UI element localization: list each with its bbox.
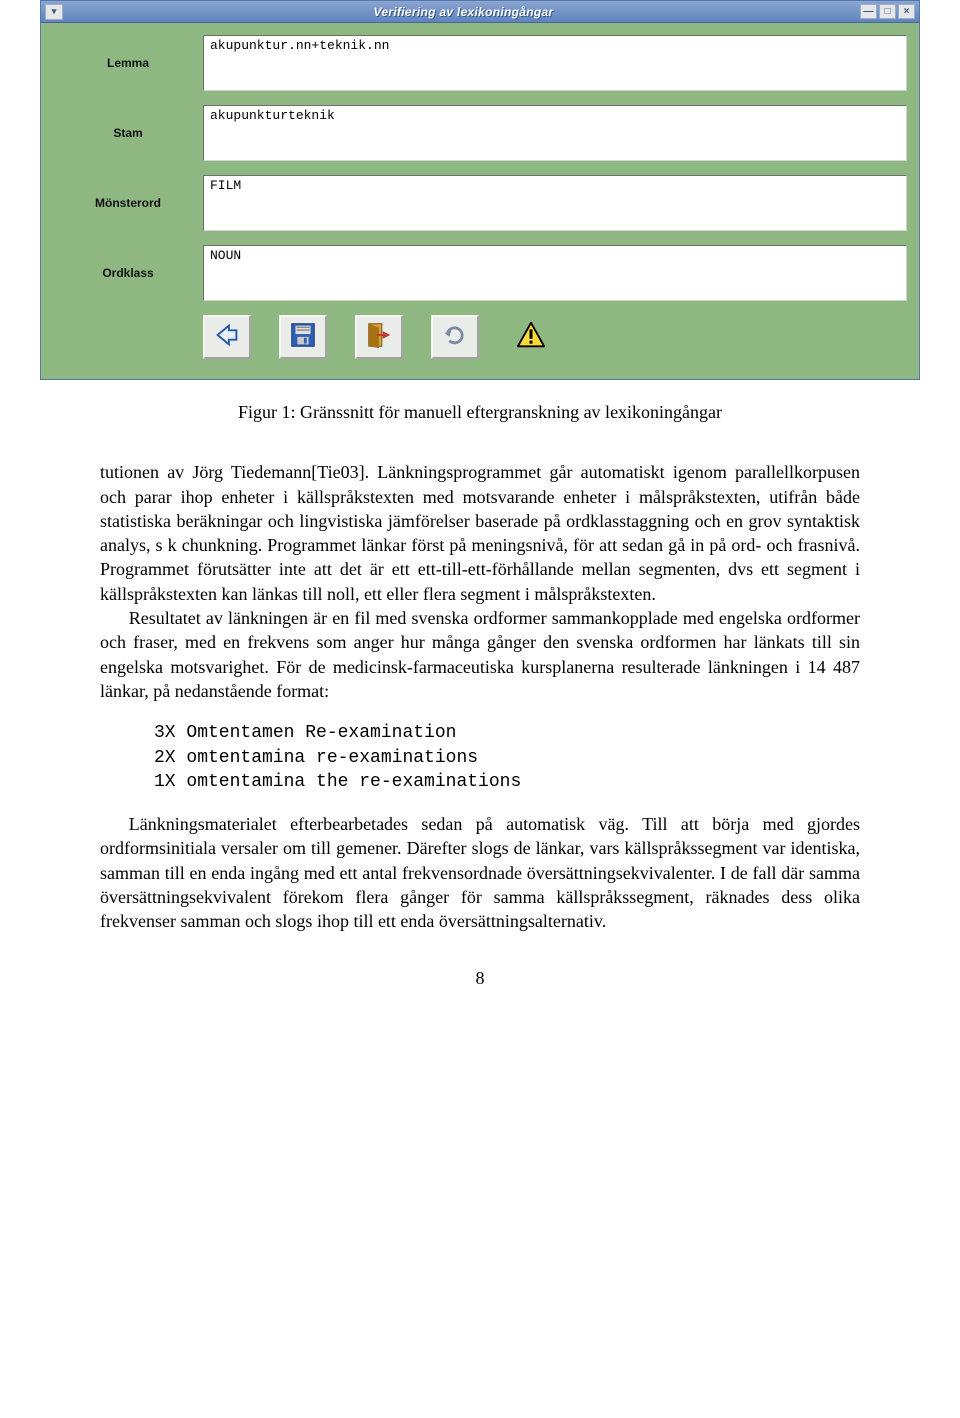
field-label: Mönsterord — [53, 196, 203, 210]
toolbar — [203, 315, 907, 359]
page-number: 8 — [100, 966, 860, 990]
warning-button[interactable] — [507, 315, 555, 359]
field-row-ordklass: Ordklass NOUN — [53, 245, 907, 301]
field-label: Lemma — [53, 56, 203, 70]
exit-button[interactable] — [355, 315, 403, 359]
field-label: Stam — [53, 126, 203, 140]
system-menu-button[interactable]: ▾ — [45, 4, 63, 20]
code-block: 3X Omtentamen Re-examination 2X omtentam… — [154, 721, 860, 794]
paragraph: Resultatet av länkningen är en fil med s… — [100, 606, 860, 703]
back-icon — [212, 320, 242, 355]
ordklass-input[interactable]: NOUN — [203, 245, 907, 301]
field-row-stam: Stam akupunkturteknik — [53, 105, 907, 161]
reload-button[interactable] — [431, 315, 479, 359]
app-window: ▾ Verifiering av lexikoningångar — □ × L… — [40, 0, 920, 380]
minimize-button[interactable]: — — [860, 4, 877, 19]
field-row-lemma: Lemma akupunktur.nn+teknik.nn — [53, 35, 907, 91]
back-button[interactable] — [203, 315, 251, 359]
paragraph: tutionen av Jörg Tiedemann[Tie03]. Länkn… — [100, 460, 860, 606]
lemma-input[interactable]: akupunktur.nn+teknik.nn — [203, 35, 907, 91]
reload-icon — [440, 320, 470, 355]
form-area: Lemma akupunktur.nn+teknik.nn Stam akupu… — [41, 23, 919, 379]
stam-input[interactable]: akupunkturteknik — [203, 105, 907, 161]
paper-body: Figur 1: Gränssnitt för manuell eftergra… — [100, 400, 860, 990]
exit-icon — [364, 320, 394, 355]
titlebar: ▾ Verifiering av lexikoningångar — □ × — [41, 1, 919, 23]
maximize-button[interactable]: □ — [879, 4, 896, 19]
window-title: Verifiering av lexikoningångar — [67, 5, 860, 19]
save-icon — [288, 320, 318, 355]
save-button[interactable] — [279, 315, 327, 359]
close-button[interactable]: × — [898, 4, 915, 19]
field-label: Ordklass — [53, 266, 203, 280]
monsterord-input[interactable]: FILM — [203, 175, 907, 231]
paragraph: Länkningsmaterialet efterbearbetades sed… — [100, 812, 860, 933]
warning-icon — [516, 320, 546, 355]
figure-caption: Figur 1: Gränssnitt för manuell eftergra… — [100, 400, 860, 424]
field-row-monsterord: Mönsterord FILM — [53, 175, 907, 231]
